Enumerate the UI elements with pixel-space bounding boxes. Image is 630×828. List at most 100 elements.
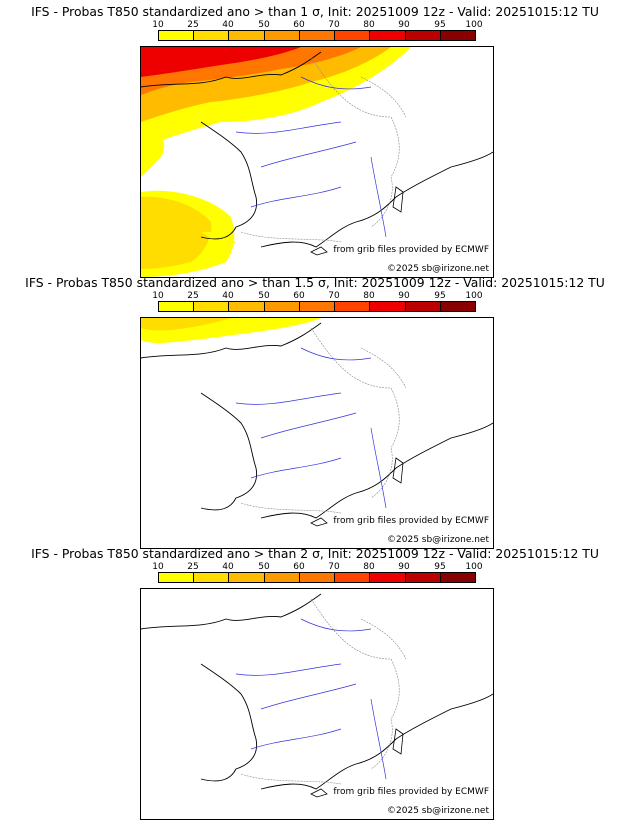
map-svg — [141, 593, 493, 798]
colorbar-swatch — [299, 31, 336, 40]
island-shape — [310, 246, 328, 256]
colorbar-swatch — [440, 573, 475, 582]
panel-title: IFS - Probas T850 standardized ano > tha… — [31, 546, 599, 561]
colorbar-label: 50 — [258, 291, 270, 301]
credit-source: from grib files provided by ECMWF — [333, 245, 489, 255]
colorbar-swatch — [159, 573, 195, 582]
colorbar-label: 70 — [328, 562, 340, 572]
colorbar-label: 60 — [293, 562, 305, 572]
river-line — [235, 618, 387, 780]
colorbar-label: 90 — [398, 562, 410, 572]
colorbar-labels: 10 25 40 50 60 70 80 90 95 100 — [152, 20, 482, 30]
map-panel-3: IFS - Probas T850 standardized ano > tha… — [0, 542, 630, 820]
prob-area-10 — [141, 122, 165, 177]
credit-copyright: ©2025 sb@irizone.net — [387, 264, 489, 274]
colorbar-label: 50 — [258, 20, 270, 30]
colorbar-label: 95 — [434, 291, 446, 301]
island-shape — [310, 788, 328, 798]
colorbar-swatch — [370, 573, 406, 582]
colorbar-label: 60 — [293, 20, 305, 30]
colorbar-swatch — [229, 302, 265, 311]
colorbar — [158, 572, 476, 583]
colorbar-swatch — [264, 302, 300, 311]
colorbar-label: 50 — [258, 562, 270, 572]
colorbar-swatch — [405, 31, 441, 40]
colorbar-label: 80 — [363, 291, 375, 301]
colorbar-swatch — [299, 302, 336, 311]
colorbar-label: 40 — [222, 20, 234, 30]
colorbar-swatch — [405, 573, 441, 582]
map-area: from grib files provided by ECMWF ©2025 … — [140, 588, 494, 820]
colorbar-swatch — [194, 573, 230, 582]
colorbar-label: 100 — [465, 562, 483, 572]
panel-title: IFS - Probas T850 standardized ano > tha… — [31, 4, 599, 19]
colorbar-label: 80 — [363, 562, 375, 572]
map-panel-2: IFS - Probas T850 standardized ano > tha… — [0, 271, 630, 549]
colorbar-label: 25 — [187, 562, 199, 572]
colorbar-label: 100 — [465, 291, 483, 301]
colorbar-label: 90 — [398, 291, 410, 301]
prob-area-80 — [141, 47, 301, 77]
colorbar-label: 70 — [328, 291, 340, 301]
border-line — [240, 56, 407, 243]
colorbar-swatch — [370, 302, 406, 311]
panel-title: IFS - Probas T850 standardized ano > tha… — [25, 275, 605, 290]
colorbar-swatch — [229, 31, 265, 40]
prob-area-10 — [201, 232, 236, 247]
colorbar-swatch — [335, 31, 371, 40]
colorbar-label: 100 — [465, 20, 483, 30]
colorbar-label: 10 — [152, 291, 164, 301]
colorbar-swatch — [335, 302, 371, 311]
colorbar-swatch — [405, 302, 441, 311]
colorbar-swatch — [299, 573, 336, 582]
coastline — [141, 51, 493, 248]
map-svg — [141, 318, 493, 527]
colorbar-label: 95 — [434, 20, 446, 30]
island-shape — [310, 517, 328, 527]
colorbar-label: 40 — [222, 562, 234, 572]
island-shape — [392, 728, 404, 755]
colorbar-label: 90 — [398, 20, 410, 30]
map-area: from grib files provided by ECMWF ©2025 … — [140, 46, 494, 278]
colorbar-swatch — [335, 573, 371, 582]
coastline — [141, 593, 493, 790]
colorbar-label: 25 — [187, 291, 199, 301]
map-svg — [141, 47, 493, 277]
colorbar-swatch — [264, 573, 300, 582]
colorbar-swatch — [194, 302, 230, 311]
prob-area-25 — [141, 196, 212, 269]
prob-area-25 — [141, 318, 231, 331]
border-line — [240, 598, 407, 785]
colorbar — [158, 301, 476, 312]
island-shape — [392, 457, 404, 484]
colorbar-labels: 10 25 40 50 60 70 80 90 95 100 — [152, 562, 482, 572]
colorbar-label: 80 — [363, 20, 375, 30]
colorbar-label: 10 — [152, 20, 164, 30]
colorbar-label: 60 — [293, 291, 305, 301]
colorbar-label: 95 — [434, 562, 446, 572]
colorbar-swatch — [440, 302, 475, 311]
colorbar-label: 40 — [222, 291, 234, 301]
colorbar-swatch — [159, 302, 195, 311]
river-line — [235, 76, 387, 238]
colorbar-swatch — [159, 31, 195, 40]
map-panel-1: IFS - Probas T850 standardized ano > tha… — [0, 0, 630, 278]
colorbar-label: 70 — [328, 20, 340, 30]
colorbar-swatch — [370, 31, 406, 40]
colorbar-swatch — [264, 31, 300, 40]
coastline — [141, 322, 493, 519]
credit-source: from grib files provided by ECMWF — [333, 787, 489, 797]
colorbar-swatch — [440, 31, 475, 40]
colorbar-labels: 10 25 40 50 60 70 80 90 95 100 — [152, 291, 482, 301]
map-area: from grib files provided by ECMWF ©2025 … — [140, 317, 494, 549]
credit-copyright: ©2025 sb@irizone.net — [387, 535, 489, 545]
border-line — [240, 327, 407, 514]
colorbar-swatch — [229, 573, 265, 582]
colorbar — [158, 30, 476, 41]
island-shape — [392, 186, 404, 213]
colorbar-label: 10 — [152, 562, 164, 572]
colorbar-swatch — [194, 31, 230, 40]
credit-source: from grib files provided by ECMWF — [333, 516, 489, 526]
river-line — [235, 347, 387, 509]
credit-copyright: ©2025 sb@irizone.net — [387, 806, 489, 816]
